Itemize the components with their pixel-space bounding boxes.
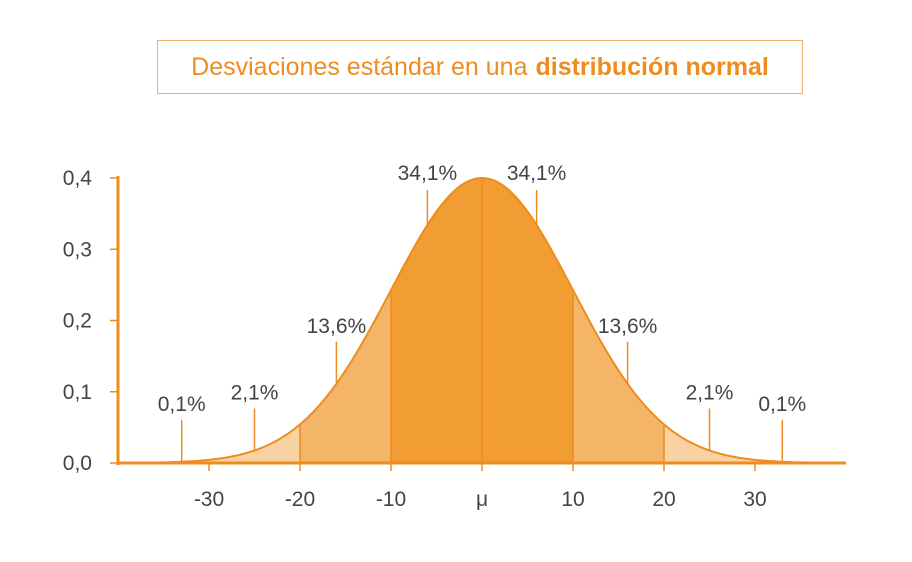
percent-label: 34,1% xyxy=(398,162,458,185)
x-tick-label: 10 xyxy=(561,488,584,511)
axis-ticks: 0,0 0,1 0,2 0,3 0,4 -30 -20 -10 μ 10 20 30 xyxy=(63,167,767,511)
percent-label: 0,1% xyxy=(158,393,206,416)
y-tick-label: 0,3 xyxy=(63,238,92,261)
x-tick-label: 20 xyxy=(652,488,675,511)
percent-label: 2,1% xyxy=(686,381,734,404)
percent-label: 34,1% xyxy=(507,162,567,185)
region-light-4 xyxy=(664,424,846,463)
percent-label: 13,6% xyxy=(307,315,367,338)
density-curve xyxy=(117,176,847,464)
x-tick-label: 30 xyxy=(743,488,766,511)
chart-title: Desviaciones estándar en una distribució… xyxy=(157,40,803,94)
region-light-0 xyxy=(118,424,300,463)
x-tick-label: -30 xyxy=(194,488,224,511)
percent-label: 0,1% xyxy=(758,393,806,416)
y-tick-label: 0,2 xyxy=(63,310,92,333)
percent-label: 13,6% xyxy=(598,315,658,338)
y-tick-label: 0,1 xyxy=(63,381,92,404)
y-tick-label: 0,0 xyxy=(63,452,92,475)
x-tick-label: -20 xyxy=(285,488,315,511)
x-tick-label: -10 xyxy=(376,488,406,511)
chart-title-regular: Desviaciones estándar en una xyxy=(191,52,528,81)
x-tick-label: μ xyxy=(476,488,488,511)
chart-title-bold: distribución normal xyxy=(535,52,769,81)
region-dividers xyxy=(299,178,665,463)
y-tick-label: 0,4 xyxy=(63,167,93,190)
percent-labels: 0,1% 2,1% 13,6% 34,1% 34,1% 13,6% 2,1% 0,1% xyxy=(158,162,806,462)
percent-label: 2,1% xyxy=(231,381,279,404)
